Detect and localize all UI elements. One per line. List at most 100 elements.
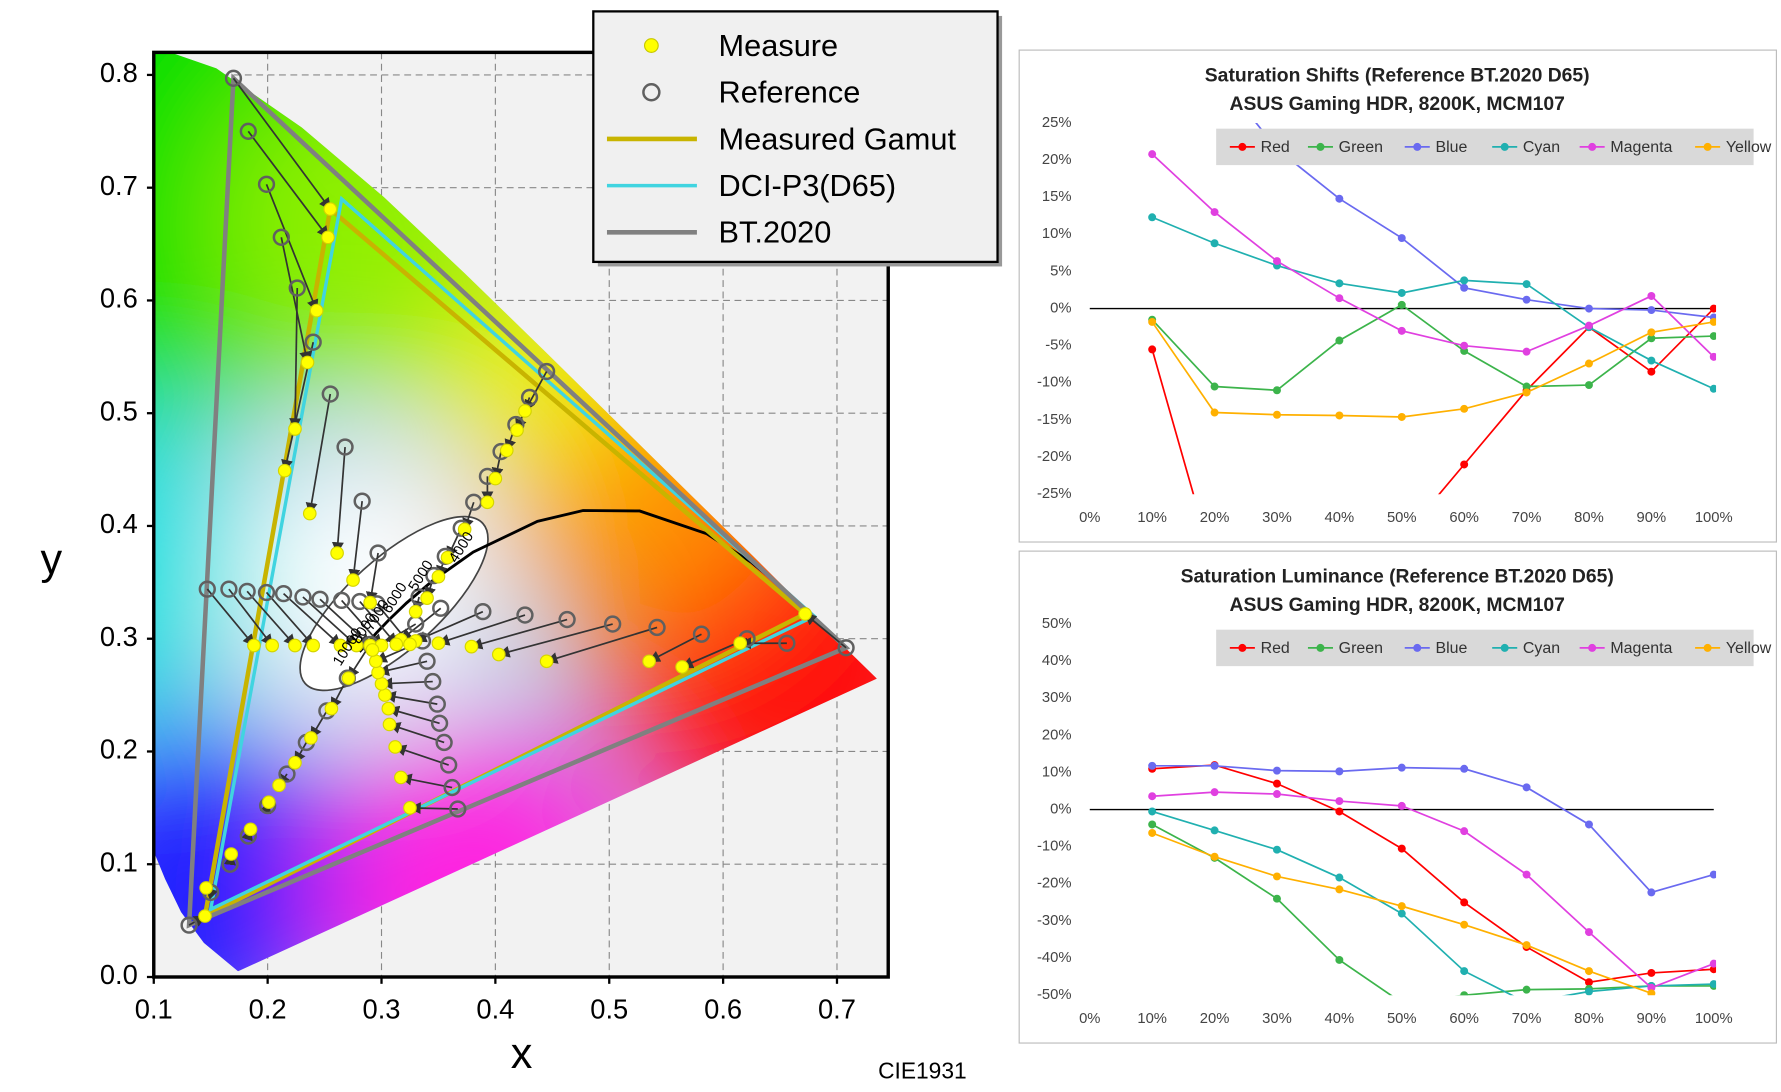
- reference-point: [332, 591, 351, 610]
- reference-point: [428, 695, 446, 713]
- plot-frame: [152, 50, 890, 979]
- legend-marker: [643, 38, 659, 53]
- data-point: [1272, 894, 1281, 903]
- shift-arrow: [305, 393, 332, 515]
- x-tick-label: 70%: [1512, 1011, 1542, 1027]
- y-tick-label: -20%: [1037, 876, 1072, 892]
- reference-point: [321, 385, 339, 403]
- measure-point: [277, 463, 292, 478]
- y-tick-label: 25%: [1042, 115, 1072, 131]
- series-group: [1148, 122, 1717, 495]
- shift-arrow: [359, 600, 398, 646]
- data-point: [1584, 321, 1593, 330]
- shift-arrow: [280, 237, 312, 364]
- reference-point: [440, 756, 458, 774]
- reference-point: [257, 583, 276, 602]
- reference-point: [537, 362, 556, 381]
- data-point: [1460, 764, 1469, 773]
- legend-label: Cyan: [1523, 139, 1560, 156]
- measure-point: [349, 638, 364, 653]
- reference-point: [648, 618, 666, 637]
- data-point: [1335, 767, 1344, 776]
- series-line: [1255, 122, 1714, 319]
- reference-point: [353, 492, 371, 510]
- legend-label: Measure: [719, 28, 839, 63]
- data-point: [1709, 332, 1717, 341]
- legend-label: DCI-P3(D65): [719, 168, 897, 203]
- shift-arrow: [804, 613, 847, 649]
- data-point: [1210, 239, 1219, 248]
- measure-point: [403, 801, 417, 815]
- y-tick-label: 0%: [1050, 300, 1071, 316]
- data-point: [1647, 356, 1656, 365]
- data-point: [1460, 404, 1469, 413]
- measure-point: [499, 443, 514, 458]
- data-point: [1397, 300, 1406, 309]
- y-tick-label: 10%: [1042, 226, 1072, 242]
- measure-point: [265, 638, 280, 653]
- data-point: [1460, 827, 1469, 836]
- data-point: [1335, 279, 1344, 288]
- shift-arrow: [265, 183, 319, 312]
- x-tick-label: 0.3: [363, 993, 401, 1024]
- reference-point: [435, 733, 453, 752]
- data-point: [1272, 872, 1281, 881]
- shift-arrow: [283, 592, 342, 647]
- data-point: [1397, 234, 1406, 243]
- x-tick-label: 80%: [1574, 510, 1604, 526]
- reference-point: [294, 588, 312, 606]
- series-line: [1151, 216, 1715, 390]
- measure-point: [488, 471, 503, 486]
- reference-point: [520, 388, 539, 407]
- y-axis-label: y: [40, 536, 62, 584]
- measure-point: [261, 795, 276, 810]
- y-tick-label: 0.5: [100, 395, 138, 426]
- data-point: [1210, 382, 1219, 391]
- reference-point: [418, 652, 436, 670]
- shift-arrow: [232, 77, 331, 211]
- legend-swatch: [1238, 643, 1247, 652]
- data-point: [1647, 291, 1656, 300]
- legend-label: BT.2020: [719, 215, 832, 250]
- shift-arrow: [331, 446, 346, 555]
- data-point: [1460, 991, 1469, 996]
- y-tick-label: -5%: [1045, 338, 1071, 354]
- data-point: [1272, 386, 1281, 395]
- data-point: [1709, 317, 1717, 326]
- measure-point: [491, 647, 506, 662]
- cie-labels: 0.1 0.2 0.3 0.4 0.5 0.6 0.70.00.10.20.30.40.50…: [100, 57, 856, 1024]
- reference-point: [311, 590, 329, 608]
- y-tick-label: 0.2: [100, 734, 138, 765]
- data-point: [1335, 797, 1344, 806]
- shift-arrow: [265, 591, 314, 647]
- data-point: [1272, 410, 1281, 419]
- y-tick-label: 0.7: [100, 170, 138, 201]
- measure-point: [341, 671, 356, 686]
- legend-swatch: [1413, 142, 1422, 151]
- x-tick-label: 50%: [1387, 510, 1417, 526]
- legend-swatch: [1316, 142, 1325, 151]
- y-tick-label: -30%: [1037, 913, 1072, 929]
- data-point: [1460, 460, 1469, 469]
- legend-swatch: [1316, 643, 1325, 652]
- x-tick-label: 20%: [1200, 510, 1230, 526]
- x-tick-label: 20%: [1200, 1011, 1230, 1027]
- data-point: [1148, 820, 1157, 829]
- data-point: [1522, 941, 1531, 950]
- x-axis-label: x: [511, 1030, 533, 1078]
- x-tick-label: 30%: [1262, 1011, 1292, 1027]
- measure-point: [539, 654, 554, 669]
- y-tick-label: 0.8: [100, 57, 138, 88]
- data-point: [1584, 967, 1593, 976]
- series-line: [1151, 823, 1714, 996]
- measure-point: [288, 422, 302, 436]
- y-tick-label: -10%: [1037, 839, 1072, 855]
- measure-point: [408, 604, 423, 619]
- y-tick-label: 0.1: [100, 846, 138, 877]
- measure-point: [321, 230, 335, 245]
- series-line: [1151, 307, 1715, 495]
- measure-point: [333, 638, 348, 653]
- line-chart: Saturation Shifts (Reference BT.2020 D65…: [1018, 49, 1777, 543]
- measure-point: [198, 909, 212, 923]
- x-tick-label: 90%: [1637, 510, 1667, 526]
